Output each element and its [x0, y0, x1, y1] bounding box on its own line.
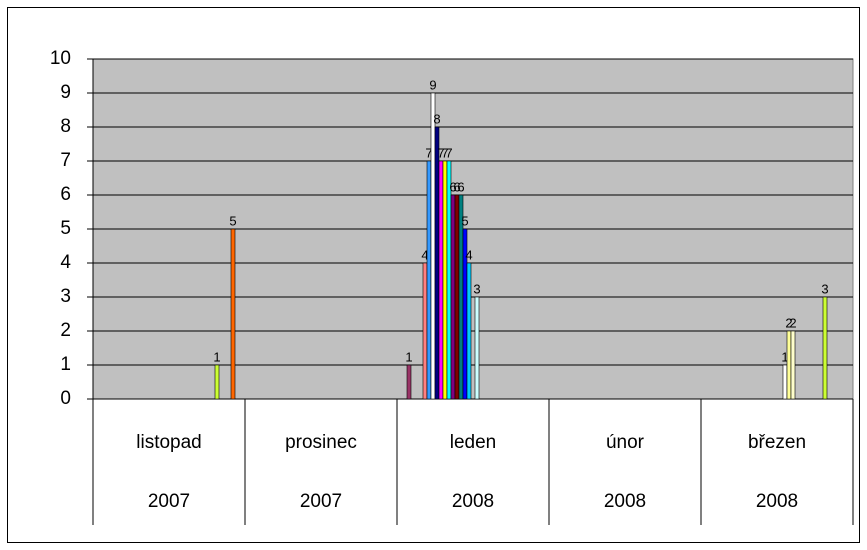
- data-label: 6: [453, 179, 460, 194]
- data-label: 7: [441, 145, 448, 160]
- y-tick-label: 2: [60, 320, 71, 341]
- bar: [438, 160, 444, 400]
- bar: [474, 296, 480, 400]
- bar: [822, 296, 828, 400]
- x-group-label: 2008: [604, 491, 646, 512]
- x-tick-label: únor: [606, 432, 645, 453]
- y-tick-label: 8: [60, 116, 71, 137]
- bar: [214, 364, 220, 400]
- bar: [454, 194, 460, 400]
- data-label: 5: [461, 213, 468, 228]
- bar: [430, 92, 436, 400]
- y-tick-label: 3: [60, 286, 71, 307]
- bar: [446, 160, 452, 400]
- data-label: 3: [473, 281, 480, 296]
- bar: [422, 262, 428, 400]
- data-label: 7: [437, 145, 444, 160]
- data-label: 8: [433, 111, 440, 126]
- y-tick-label: 6: [60, 184, 71, 205]
- x-group-label: 2008: [756, 491, 798, 512]
- bar: [450, 194, 456, 400]
- data-label: 2: [789, 315, 796, 330]
- data-label: 1: [405, 349, 412, 364]
- data-label: 7: [425, 145, 432, 160]
- x-group-label: 2007: [300, 491, 342, 512]
- x-tick-label: prosinec: [285, 432, 357, 453]
- y-tick-label: 5: [60, 218, 71, 239]
- bar: [790, 330, 796, 400]
- data-label: 5: [229, 213, 236, 228]
- data-label: 6: [449, 179, 456, 194]
- data-label: 1: [781, 349, 788, 364]
- bar: [406, 364, 412, 400]
- x-tick-label: listopad: [136, 432, 202, 453]
- y-tick-label: 10: [50, 48, 71, 69]
- data-label: 6: [457, 179, 464, 194]
- x-group-label: 2007: [148, 491, 190, 512]
- bar: [442, 160, 448, 400]
- bar: [434, 126, 440, 400]
- bar: [786, 330, 792, 400]
- y-tick-label: 7: [60, 150, 71, 171]
- x-tick-label: březen: [748, 432, 806, 453]
- y-tick-label: 9: [60, 82, 71, 103]
- bar: [426, 160, 432, 400]
- bar: [466, 262, 472, 400]
- bar: [230, 228, 236, 400]
- data-label: 7: [445, 145, 452, 160]
- y-tick-label: 1: [60, 354, 71, 375]
- data-label: 3: [821, 281, 828, 296]
- y-tick-label: 4: [60, 252, 71, 273]
- x-tick-label: leden: [450, 432, 497, 453]
- data-label: 9: [429, 77, 436, 92]
- bar: [782, 364, 788, 400]
- y-tick-label: 0: [60, 388, 71, 409]
- data-label: 4: [465, 247, 472, 262]
- data-label: 2: [785, 315, 792, 330]
- data-label: 4: [421, 247, 428, 262]
- x-group-label: 2008: [452, 491, 494, 512]
- data-label: 1: [213, 349, 220, 364]
